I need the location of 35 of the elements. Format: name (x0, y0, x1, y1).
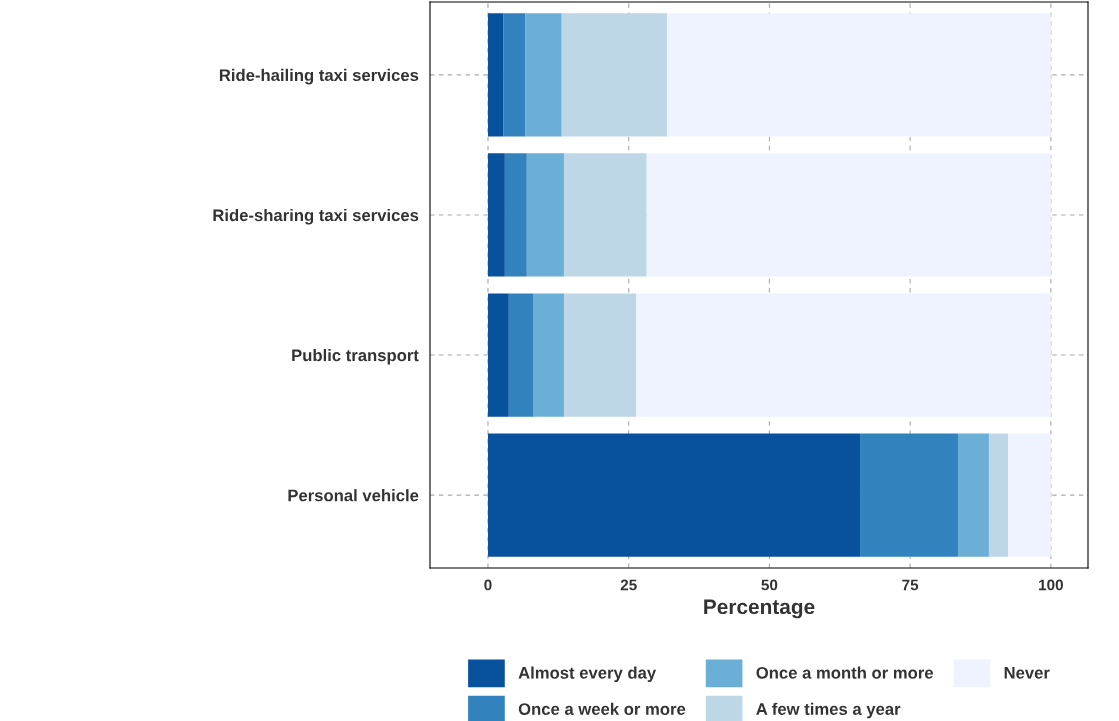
bar (525, 13, 562, 137)
bar (487, 433, 861, 557)
x-tick-label: 25 (620, 579, 637, 591)
bar (563, 293, 637, 417)
y-tick-label: Ride-sharing taxi services (213, 208, 419, 225)
bar (487, 293, 509, 417)
legend-label: Almost every day (518, 666, 657, 683)
bar (646, 153, 1051, 277)
bar (860, 433, 958, 557)
x-axis-title: Percentage (704, 599, 815, 619)
bar (526, 153, 564, 277)
bar (1008, 433, 1051, 557)
bar (636, 293, 1051, 417)
x-tick-label: 75 (902, 579, 919, 591)
bar (957, 433, 989, 557)
x-tick-label: 0 (484, 579, 492, 591)
bar (563, 153, 647, 277)
bar (508, 293, 534, 417)
bar (487, 13, 504, 137)
x-tick-label: 100 (1039, 579, 1063, 591)
bar (666, 13, 1051, 137)
x-tick-label: 50 (761, 579, 778, 591)
legend-label: Once a week or more (518, 702, 686, 715)
bar (988, 433, 1009, 557)
bar (533, 293, 564, 417)
y-tick-label: Public transport (292, 349, 419, 365)
legend-label: Once a month or more (756, 666, 933, 679)
legend-label: A few times a year (756, 702, 901, 719)
bar (503, 13, 526, 137)
legend-label: Never (1004, 667, 1050, 679)
bar (487, 153, 505, 277)
bar (561, 13, 667, 137)
bar (504, 153, 527, 277)
y-tick-label: Personal vehicle (288, 489, 419, 502)
y-tick-label: Ride-hailing taxi services (219, 68, 419, 85)
